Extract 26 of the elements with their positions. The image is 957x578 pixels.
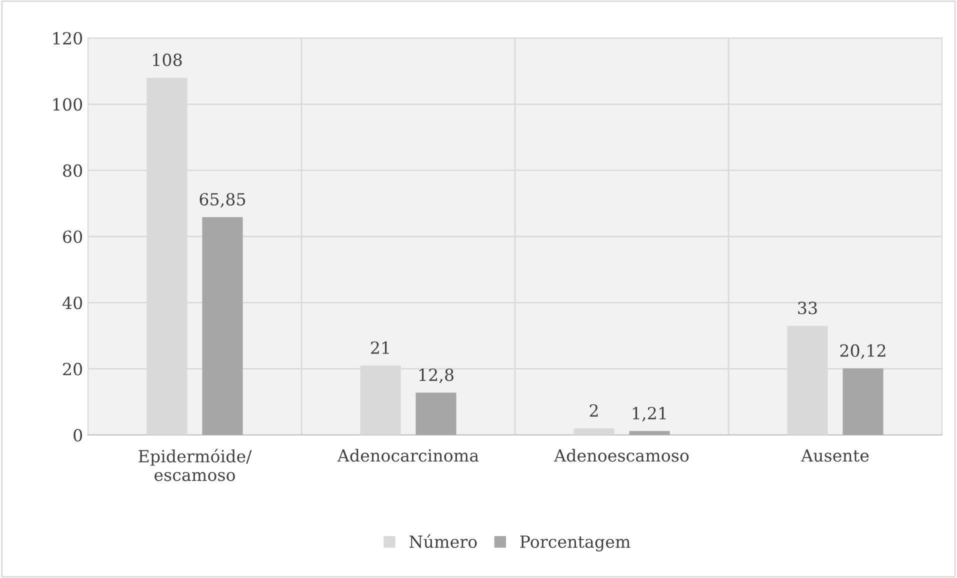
y-tick-label: 80 xyxy=(63,164,82,177)
text: 65,85 xyxy=(200,192,246,208)
x-tick-label: Adenoescamoso xyxy=(554,448,689,462)
bar xyxy=(574,428,614,435)
text: 12,8 xyxy=(419,368,454,384)
y-tick-label: 100 xyxy=(53,98,82,111)
text: 21 xyxy=(371,341,389,354)
x-tick-label: Epidermóide/ escamoso xyxy=(138,448,252,482)
text: 1,21 xyxy=(632,406,666,422)
text: 20,12 xyxy=(840,344,886,359)
y-tick-label: 120 xyxy=(53,32,82,45)
legend-label: Porcentagem xyxy=(520,536,630,552)
legend-label: Número xyxy=(409,534,477,548)
bar xyxy=(629,430,670,435)
y-tick-label: 0 xyxy=(74,428,82,442)
y-tick-label: 20 xyxy=(63,362,82,376)
bar xyxy=(842,368,884,435)
y-tick-label: 40 xyxy=(62,296,82,310)
x-tick-label: Adenocarcinoma xyxy=(337,448,479,462)
bar xyxy=(202,217,243,435)
x-tick-label: Ausente xyxy=(800,449,869,462)
text: 33 xyxy=(798,302,817,314)
y-tick-label: 60 xyxy=(63,230,82,244)
text: 2 xyxy=(590,404,598,417)
bar xyxy=(416,392,456,435)
text: 108 xyxy=(153,54,182,66)
